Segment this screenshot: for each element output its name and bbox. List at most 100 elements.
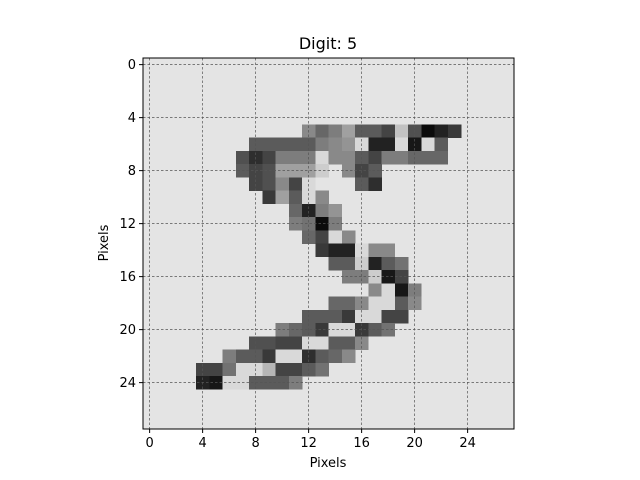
pixel-cell	[315, 124, 329, 138]
pixel-cell	[235, 349, 250, 364]
plot-frame	[142, 57, 515, 430]
pixel-cell	[368, 150, 382, 165]
pixel-cell	[262, 336, 276, 350]
pixel-cell	[275, 323, 290, 337]
pixel-cell	[262, 190, 276, 205]
pixel-cell	[381, 283, 396, 297]
pixel-cell	[341, 336, 356, 350]
pixel-cell	[368, 177, 382, 191]
pixel-cell	[288, 190, 303, 205]
pixel-cell	[288, 177, 303, 191]
pixel-cell	[381, 137, 396, 152]
pixel-cell	[288, 362, 303, 377]
pixel-cell	[328, 309, 343, 324]
pixel-cell	[341, 137, 356, 152]
pixel-cell	[408, 283, 422, 297]
pixel-cell	[368, 283, 382, 297]
grid-lines	[143, 58, 514, 429]
pixel-cell	[275, 376, 290, 390]
pixel-cell	[328, 349, 343, 364]
pixel-cell	[302, 190, 316, 205]
pixel-cell	[355, 256, 369, 271]
pixel-cell	[235, 150, 250, 165]
pixel-cell	[394, 124, 409, 138]
pixel-cell	[328, 137, 343, 152]
pixel-cell	[341, 270, 356, 284]
pixel-cell	[328, 296, 343, 311]
pixel-cell	[275, 336, 290, 350]
pixel-cell	[394, 283, 409, 297]
pixel-cell	[328, 323, 343, 337]
pixel-cell	[315, 164, 329, 178]
x-tick-label: 20	[406, 436, 423, 451]
x-axis: 0 4 8 12 16 20 24	[145, 429, 476, 451]
x-tick-label: 24	[459, 436, 476, 451]
pixel-cell	[341, 243, 356, 258]
pixel-cell	[315, 230, 329, 244]
x-axis-label: Pixels	[310, 456, 347, 471]
pixel-cell	[381, 150, 396, 165]
pixel-cell	[381, 124, 396, 138]
pixel-cell	[341, 150, 356, 165]
pixel-cell	[355, 243, 369, 258]
pixel-cell	[275, 349, 290, 364]
pixel-cell	[328, 256, 343, 271]
pixel-cell	[368, 137, 382, 152]
pixel-cell	[315, 362, 329, 377]
pixel-cell	[288, 164, 303, 178]
pixel-cell	[288, 323, 303, 337]
pixel-cell	[288, 349, 303, 364]
pixel-cell	[421, 150, 435, 165]
pixel-cell	[341, 230, 356, 244]
pixel-cell	[368, 256, 382, 271]
pixel-cell	[315, 323, 329, 337]
y-axis: 0 4 8 12 16 20 24	[119, 58, 143, 391]
pixel-cell	[315, 137, 329, 152]
pixel-cell	[262, 150, 276, 165]
pixel-cell	[381, 243, 396, 258]
pixel-cell	[262, 362, 276, 377]
y-tick-label: 8	[128, 164, 136, 179]
pixel-cell	[434, 150, 449, 165]
pixel-cell	[302, 203, 316, 218]
pixel-cell	[275, 362, 290, 377]
pixel-cell	[328, 243, 343, 258]
pixel-cell	[288, 217, 303, 231]
x-tick-label: 4	[198, 436, 206, 451]
pixel-cell	[262, 137, 276, 152]
pixel-cell	[341, 309, 356, 324]
pixel-cells	[196, 124, 462, 390]
pixel-cell	[315, 309, 329, 324]
y-tick-label: 24	[119, 376, 136, 391]
pixel-cell	[288, 137, 303, 152]
pixel-cell	[368, 124, 382, 138]
pixel-cell	[275, 190, 290, 205]
pixel-cell	[421, 137, 435, 152]
pixel-cell	[394, 256, 409, 271]
x-tick-label: 12	[300, 436, 317, 451]
x-tick-label: 8	[251, 436, 259, 451]
chart-title: Digit: 5	[299, 34, 357, 53]
pixel-cell	[394, 296, 409, 311]
pixel-cell	[355, 270, 369, 284]
pixel-cell	[368, 243, 382, 258]
pixel-cell	[341, 323, 356, 337]
pixel-cell	[315, 336, 329, 350]
pixel-cell	[328, 150, 343, 165]
pixel-cell	[328, 124, 343, 138]
y-tick-label: 4	[128, 111, 136, 126]
pixel-cell	[302, 217, 316, 231]
pixel-cell	[328, 230, 343, 244]
pixel-cell	[315, 190, 329, 205]
pixel-cell	[288, 150, 303, 165]
pixel-cell	[222, 349, 237, 364]
pixel-cell	[394, 150, 409, 165]
pixel-cell	[275, 150, 290, 165]
y-axis-label: Pixels	[97, 224, 112, 261]
pixel-cell	[434, 137, 449, 152]
pixel-cell	[341, 164, 356, 178]
pixel-cell	[381, 256, 396, 271]
pixel-cell	[328, 336, 343, 350]
pixel-cell	[368, 296, 382, 311]
